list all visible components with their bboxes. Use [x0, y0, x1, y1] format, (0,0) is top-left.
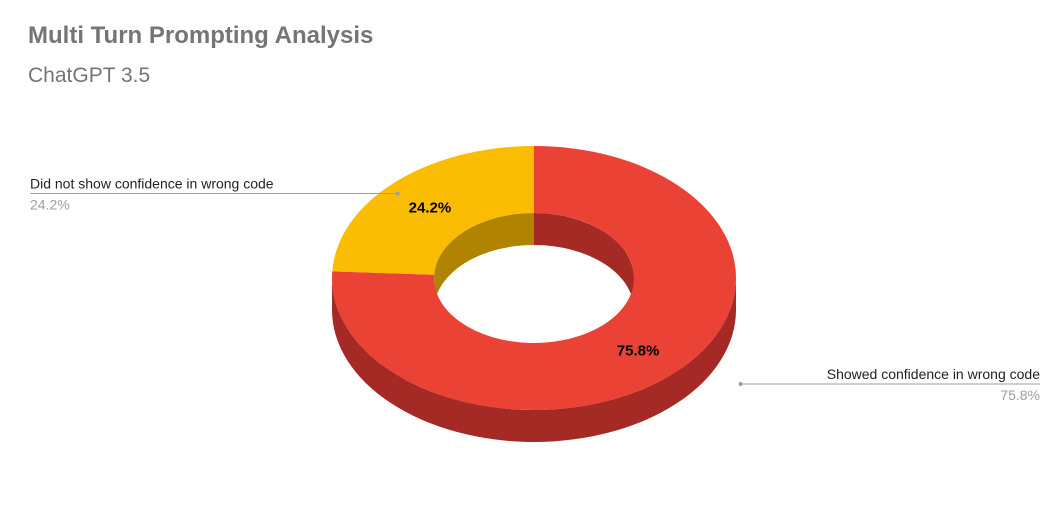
outer-wall-showed-confidence-in-wrong-code	[332, 278, 736, 442]
callout-value-did-not-show-confidence-in-wrong-code: 24.2%	[30, 196, 70, 212]
inner-wall-showed-confidence-in-wrong-code	[534, 213, 634, 310]
leader-dot-showed-confidence-in-wrong-code	[738, 382, 743, 386]
callout-label-showed-confidence-in-wrong-code: Showed confidence in wrong code	[827, 366, 1040, 382]
callout-value-showed-confidence-in-wrong-code: 75.8%	[1000, 387, 1040, 403]
callout-label-did-not-show-confidence-in-wrong-code: Did not show confidence in wrong code	[30, 175, 274, 191]
chart-title: Multi Turn Prompting Analysis	[28, 22, 374, 49]
slice-label-did-not-show-confidence-in-wrong-code: 24.2%	[409, 200, 452, 217]
slice-showed-confidence-in-wrong-code	[332, 146, 737, 410]
chart-subtitle: ChatGPT 3.5	[28, 64, 151, 87]
slice-label-showed-confidence-in-wrong-code: 75.8%	[617, 342, 660, 359]
leader-dot-did-not-show-confidence-in-wrong-code	[395, 191, 400, 196]
slice-did-not-show-confidence-in-wrong-code	[332, 146, 534, 275]
inner-wall-did-not-show-confidence-in-wrong-code	[434, 213, 534, 307]
